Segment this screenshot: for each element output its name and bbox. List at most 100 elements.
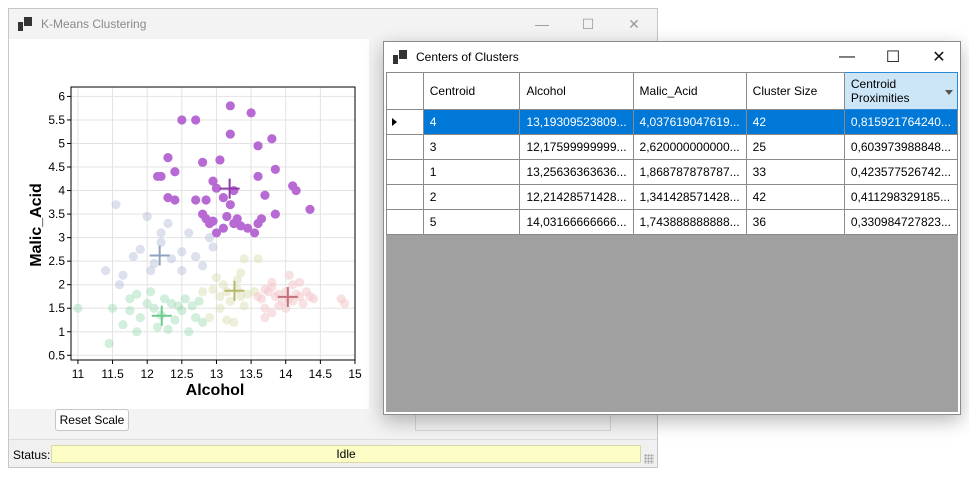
data-point: [215, 291, 225, 302]
cell-malic-acid[interactable]: 1,341428571428...: [632, 184, 747, 210]
data-point: [173, 301, 183, 311]
data-point: [294, 291, 305, 302]
data-point: [260, 303, 270, 313]
cell-cluster-size[interactable]: 25: [745, 134, 845, 160]
cell-malic-acid[interactable]: 4,037619047619...: [632, 109, 747, 135]
column-header-alcohol[interactable]: Alcohol: [519, 72, 634, 110]
cell-centroid-proximities[interactable]: 0,330984727823...: [843, 209, 959, 235]
data-point: [191, 313, 201, 323]
data-point: [170, 315, 180, 325]
cell-malic-acid[interactable]: 2,620000000000...: [632, 134, 747, 160]
x-tick-label: 13.5: [239, 367, 263, 381]
data-point: [163, 193, 173, 203]
data-point: [243, 223, 253, 233]
data-point: [135, 244, 145, 254]
cell-centroid[interactable]: 4: [422, 109, 521, 135]
x-tick-label: 12: [141, 367, 155, 381]
cell-centroid-proximities[interactable]: 0,815921764240...: [843, 109, 959, 135]
row-header[interactable]: [386, 209, 424, 235]
column-header-centroid[interactable]: Centroid: [422, 72, 521, 110]
cell-cluster-size[interactable]: 42: [745, 109, 845, 135]
y-tick-label: 4.5: [48, 160, 65, 174]
x-tick-label: 14: [279, 367, 293, 381]
reset-scale-button[interactable]: Reset Scale: [55, 409, 129, 431]
cell-alcohol[interactable]: 12,17599999999...: [519, 134, 634, 160]
data-point: [281, 303, 291, 313]
main-titlebar[interactable]: K-Means Clustering — ☐ ✕: [9, 9, 657, 39]
x-tick-label: 11.5: [101, 367, 124, 381]
resize-grip[interactable]: [644, 454, 654, 464]
centers-data-grid[interactable]: Centroid Alcohol Malic_Acid Cluster Size…: [386, 72, 959, 235]
cell-alcohol[interactable]: 13,19309523809...: [519, 109, 634, 135]
table-row[interactable]: 1 13,25636363636... 1,868787878787... 33…: [386, 159, 959, 185]
data-point: [211, 228, 222, 238]
y-tick-label: 0.5: [48, 348, 65, 362]
cell-alcohol[interactable]: 12,21428571428...: [519, 184, 634, 210]
data-point: [246, 108, 256, 118]
data-point: [194, 296, 204, 306]
cell-cluster-size[interactable]: 36: [745, 209, 845, 235]
data-point: [225, 129, 235, 139]
cell-centroid-proximities[interactable]: 0,423577526742...: [843, 159, 959, 185]
data-point: [149, 258, 159, 269]
column-header-label: Centroid Proximities: [850, 77, 910, 105]
data-point: [236, 291, 246, 302]
row-header[interactable]: [386, 109, 424, 135]
data-point: [305, 204, 315, 214]
column-header-cluster-size[interactable]: Cluster Size: [745, 72, 845, 110]
data-point: [111, 200, 121, 210]
app-icon: [393, 50, 407, 64]
data-point: [236, 221, 246, 231]
cell-centroid-proximities[interactable]: 0,603973988848...: [843, 134, 959, 160]
column-header-malic-acid[interactable]: Malic_Acid: [632, 72, 747, 110]
data-point: [308, 294, 319, 304]
close-button[interactable]: ✕: [932, 49, 946, 66]
data-point: [101, 265, 111, 276]
row-header[interactable]: [386, 159, 424, 185]
grid-corner-cell[interactable]: [386, 72, 424, 110]
data-point: [142, 298, 152, 309]
maximize-button[interactable]: ☐: [581, 15, 595, 32]
maximize-button[interactable]: ☐: [885, 49, 901, 66]
cell-alcohol[interactable]: 14,03166666666...: [519, 209, 634, 235]
table-row[interactable]: 3 12,17599999999... 2,620000000000... 25…: [386, 134, 959, 160]
y-tick-label: 5: [58, 136, 65, 150]
data-point: [187, 301, 197, 311]
column-header-centroid-proximities[interactable]: Centroid Proximities: [843, 72, 959, 110]
cell-centroid[interactable]: 1: [422, 159, 521, 185]
data-point: [215, 155, 225, 165]
data-point: [184, 327, 194, 337]
data-point: [198, 157, 208, 167]
y-tick-label: 4: [58, 184, 65, 198]
cell-alcohol[interactable]: 13,25636363636...: [519, 159, 634, 185]
table-row[interactable]: 2 12,21428571428... 1,341428571428... 42…: [386, 184, 959, 210]
cell-malic-acid[interactable]: 1,743888888888...: [632, 209, 747, 235]
data-point: [208, 284, 218, 294]
data-point: [208, 176, 218, 186]
table-row[interactable]: 4 13,19309523809... 4,037619047619... 42…: [386, 109, 959, 135]
cell-centroid-proximities[interactable]: 0,411298329185...: [843, 184, 959, 210]
data-point: [253, 254, 263, 264]
centers-titlebar[interactable]: Centers of Clusters — ☐ ✕: [384, 42, 960, 72]
minimize-button[interactable]: —: [535, 16, 549, 32]
row-header[interactable]: [386, 184, 424, 210]
sort-descending-icon: [945, 90, 953, 95]
row-header[interactable]: [386, 134, 424, 160]
cell-cluster-size[interactable]: 33: [745, 159, 845, 185]
data-point: [163, 153, 173, 163]
cell-cluster-size[interactable]: 42: [745, 184, 845, 210]
table-row[interactable]: 5 14,03166666666... 1,743888888888... 36…: [386, 209, 959, 235]
data-point: [274, 301, 284, 311]
y-tick-label: 5.5: [48, 113, 65, 127]
y-tick-label: 2: [58, 278, 65, 292]
data-point: [239, 254, 249, 264]
close-button[interactable]: ✕: [628, 15, 640, 32]
minimize-button[interactable]: —: [839, 48, 855, 65]
data-point: [225, 200, 235, 210]
cell-centroid[interactable]: 5: [422, 209, 521, 235]
scatter-chart[interactable]: 11 11.5 12 12.5 13 13.5 14 14.5 150.511.522.533.…: [9, 39, 369, 409]
data-point: [156, 228, 166, 238]
cell-centroid[interactable]: 3: [422, 134, 521, 160]
cell-centroid[interactable]: 2: [422, 184, 521, 210]
cell-malic-acid[interactable]: 1,868787878787...: [632, 159, 747, 185]
